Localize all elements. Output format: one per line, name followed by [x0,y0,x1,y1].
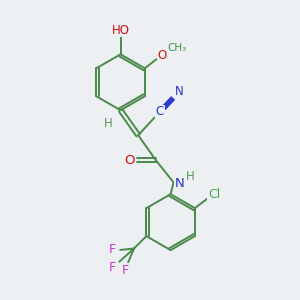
Text: O: O [158,49,167,62]
Text: H: H [104,117,112,130]
Text: Cl: Cl [208,188,220,201]
Text: O: O [124,154,135,167]
Text: F: F [122,264,129,277]
Text: H: H [186,170,195,183]
Text: CH₃: CH₃ [167,43,187,53]
Text: N: N [175,85,184,98]
Text: F: F [108,261,116,274]
Text: N: N [175,177,185,190]
Text: HO: HO [112,24,130,37]
Text: C: C [156,105,164,118]
Text: F: F [109,244,116,256]
